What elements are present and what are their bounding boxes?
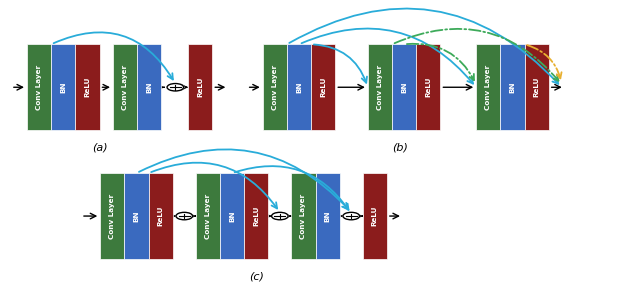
Text: BN: BN <box>401 81 407 93</box>
FancyBboxPatch shape <box>363 173 387 259</box>
Text: BN: BN <box>296 81 302 93</box>
FancyBboxPatch shape <box>124 173 148 259</box>
FancyBboxPatch shape <box>27 44 51 130</box>
Text: BN: BN <box>60 81 66 93</box>
Circle shape <box>167 84 184 91</box>
Text: Conv Layer: Conv Layer <box>272 65 278 110</box>
Text: ReLU: ReLU <box>320 77 326 97</box>
FancyBboxPatch shape <box>148 173 173 259</box>
FancyBboxPatch shape <box>188 44 212 130</box>
FancyBboxPatch shape <box>476 44 500 130</box>
Text: Conv Layer: Conv Layer <box>36 65 42 110</box>
Text: (a): (a) <box>92 142 108 152</box>
FancyBboxPatch shape <box>416 44 440 130</box>
FancyBboxPatch shape <box>368 44 392 130</box>
FancyBboxPatch shape <box>220 173 244 259</box>
Text: Conv Layer: Conv Layer <box>377 65 383 110</box>
Text: BN: BN <box>229 210 235 222</box>
Circle shape <box>343 212 360 220</box>
Text: (b): (b) <box>392 142 408 152</box>
Text: Conv Layer: Conv Layer <box>109 194 115 239</box>
Text: (c): (c) <box>249 271 264 281</box>
FancyBboxPatch shape <box>291 173 316 259</box>
Text: ReLU: ReLU <box>197 77 204 97</box>
Text: ReLU: ReLU <box>534 77 540 97</box>
FancyBboxPatch shape <box>392 44 416 130</box>
FancyBboxPatch shape <box>287 44 311 130</box>
Text: Conv Layer: Conv Layer <box>205 194 211 239</box>
FancyBboxPatch shape <box>76 44 100 130</box>
FancyBboxPatch shape <box>113 44 137 130</box>
FancyBboxPatch shape <box>525 44 548 130</box>
Text: Conv Layer: Conv Layer <box>122 65 128 110</box>
Circle shape <box>271 212 288 220</box>
Text: ReLU: ReLU <box>372 206 378 226</box>
FancyBboxPatch shape <box>311 44 335 130</box>
Text: ReLU: ReLU <box>253 206 259 226</box>
Text: BN: BN <box>324 210 331 222</box>
FancyBboxPatch shape <box>100 173 124 259</box>
Text: BN: BN <box>146 81 152 93</box>
FancyBboxPatch shape <box>196 173 220 259</box>
Text: ReLU: ReLU <box>157 206 164 226</box>
FancyBboxPatch shape <box>500 44 525 130</box>
Circle shape <box>176 212 193 220</box>
FancyBboxPatch shape <box>262 44 287 130</box>
Text: Conv Layer: Conv Layer <box>300 194 307 239</box>
Text: BN: BN <box>134 210 140 222</box>
Text: Conv Layer: Conv Layer <box>485 65 492 110</box>
FancyBboxPatch shape <box>244 173 268 259</box>
FancyBboxPatch shape <box>51 44 76 130</box>
FancyBboxPatch shape <box>316 173 340 259</box>
Text: ReLU: ReLU <box>84 77 90 97</box>
FancyBboxPatch shape <box>137 44 161 130</box>
Text: ReLU: ReLU <box>426 77 431 97</box>
Text: BN: BN <box>509 81 515 93</box>
